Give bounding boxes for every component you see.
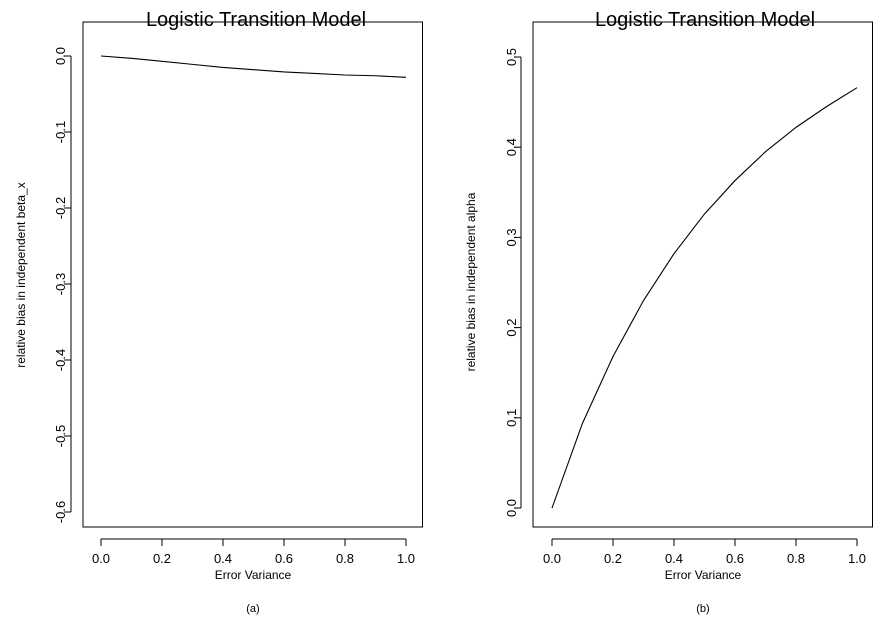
x-tick-label-b-0: 0.0 (543, 551, 561, 566)
y-tick-label-b-0: 0.0 (504, 499, 519, 517)
y-axis-label-b: relative bias in independent alpha (464, 192, 478, 371)
x-tick-label-b-1: 0.2 (604, 551, 622, 566)
plot-frame-a (82, 21, 423, 528)
x-tick-label-a-0: 0.0 (92, 551, 110, 566)
y-tick-label-a-5: -0.5 (53, 425, 68, 447)
y-tick-label-b-5: 0.5 (504, 48, 519, 66)
chart-title-b: Logistic Transition Model (595, 9, 815, 31)
x-tick-label-a-3: 0.6 (275, 551, 293, 566)
x-tick-label-a-4: 0.8 (336, 551, 354, 566)
y-tick-label-a-1: -0.1 (53, 121, 68, 143)
panel-b: Logistic Transition Model 0.0 0.2 0.4 0.6 0.8… (464, 9, 873, 615)
x-tick-label-b-5: 1.0 (848, 551, 866, 566)
y-tick-label-b-1: 0.1 (504, 409, 519, 427)
x-tick-label-a-5: 1.0 (397, 551, 415, 566)
y-tick-label-b-4: 0.4 (504, 138, 519, 156)
chart-title-a: Logistic Transition Model (146, 9, 366, 31)
y-tick-label-b-2: 0.2 (504, 319, 519, 337)
panel-a: Logistic Transition Model 0.0 0.2 0.4 0.6 0.8… (14, 9, 423, 615)
series-line-a-0 (100, 55, 407, 78)
y-tick-label-a-0: 0.0 (53, 47, 68, 65)
x-axis-label-a: Error Variance (215, 568, 292, 582)
x-tick-label-b-3: 0.6 (726, 551, 744, 566)
y-tick-label-a-3: -0.3 (53, 273, 68, 295)
y-tick-label-a-4: -0.4 (53, 349, 68, 371)
x-axis-label-b: Error Variance (665, 568, 742, 582)
series-line-b-0 (551, 87, 858, 509)
y-tick-label-a-2: -0.2 (53, 197, 68, 219)
y-tick-label-a-6: -0.6 (53, 501, 68, 523)
x-tick-label-b-4: 0.8 (787, 551, 805, 566)
y-axis-label-a: relative bias in independent beta_x (14, 182, 28, 367)
panel-caption-a: (a) (246, 603, 259, 615)
panel-caption-b: (b) (696, 603, 709, 615)
x-tick-label-a-1: 0.2 (153, 551, 171, 566)
plot-frame-b (532, 21, 873, 528)
x-tick-label-a-2: 0.4 (214, 551, 232, 566)
x-tick-label-b-2: 0.4 (665, 551, 683, 566)
y-tick-label-b-3: 0.3 (504, 228, 519, 246)
